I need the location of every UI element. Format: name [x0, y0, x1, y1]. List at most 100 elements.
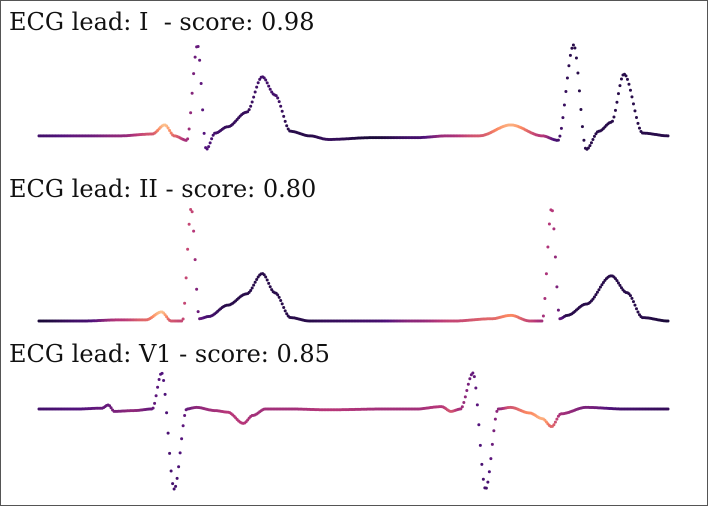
ecg-sample-point	[588, 144, 592, 148]
ecg-sample-point	[618, 84, 622, 88]
lead-title-ii: ECG lead: II - score: 0.80	[9, 175, 317, 203]
ecg-trace-lead-i	[37, 43, 670, 151]
ecg-sample-point	[168, 451, 172, 455]
ecg-sample-point	[612, 115, 616, 119]
ecg-sample-point	[634, 115, 638, 119]
ecg-sample-point	[175, 476, 179, 480]
ecg-sample-point	[249, 104, 253, 108]
ecg-sample-point	[592, 134, 596, 138]
ecg-sample-point	[636, 310, 640, 314]
ecg-sample-point	[253, 280, 257, 284]
ecg-sample-point	[165, 315, 169, 319]
ecg-sample-point	[495, 409, 499, 413]
ecg-sample-point	[624, 74, 628, 78]
ecg-sample-point	[202, 131, 206, 135]
ecg-sample-point	[601, 280, 605, 284]
ecg-sample-point	[201, 108, 205, 112]
ecg-sample-point	[630, 95, 634, 99]
ecg-sample-point	[570, 46, 574, 50]
ecg-sample-point	[246, 110, 250, 114]
ecg-sample-point	[478, 443, 482, 447]
ecg-sample-point	[619, 286, 623, 290]
ecg-sample-point	[565, 76, 569, 80]
ecg-sample-point	[591, 137, 595, 141]
ecg-sample-point	[636, 121, 640, 125]
ecg-sample-point	[544, 272, 548, 276]
ecg-sample-point	[477, 423, 481, 427]
ecg-sample-point	[256, 81, 260, 85]
ecg-sample-point	[631, 102, 635, 106]
ecg-sample-point	[262, 273, 266, 277]
ecg-sample-point	[465, 388, 469, 392]
ecg-sample-point	[156, 385, 160, 389]
ecg-sample-point	[468, 377, 472, 381]
ecg-sample-point	[177, 465, 181, 469]
ecg-sample-point	[189, 111, 193, 115]
ecg-sample-point	[166, 126, 170, 130]
ecg-sample-point	[162, 378, 166, 382]
ecg-sample-point	[579, 107, 583, 111]
ecg-sample-point	[207, 145, 211, 149]
ecg-sample-point	[615, 100, 619, 104]
ecg-sample-point	[285, 124, 289, 128]
ecg-sample-point	[475, 403, 479, 407]
ecg-sample-point	[547, 222, 551, 226]
ecg-sample-point	[594, 293, 598, 297]
ecg-sample-point	[252, 283, 256, 287]
ecg-sample-point	[487, 470, 491, 474]
ecg-sample-point	[597, 288, 601, 292]
ecg-sample-point	[543, 297, 547, 300]
ecg-sample-point	[598, 285, 602, 289]
ecg-sample-point	[627, 82, 631, 86]
ecg-sample-point	[181, 317, 185, 321]
ecg-sample-point	[613, 277, 617, 281]
ecg-sample-point	[552, 423, 556, 427]
ecg-sample-point	[573, 46, 577, 50]
ecg-sample-point	[249, 288, 253, 292]
ecg-sample-point	[268, 87, 272, 91]
ecg-sample-point	[580, 125, 584, 129]
ecg-sample-point	[186, 247, 190, 251]
ecg-sample-point	[255, 85, 259, 89]
ecg-sample-point	[591, 297, 595, 301]
ecg-sample-point	[577, 89, 581, 93]
ecg-sample-point	[165, 411, 169, 415]
ecg-sample-point	[600, 283, 604, 287]
lead-title-i: ECG lead: I - score: 0.98	[9, 8, 315, 36]
ecg-sample-point	[589, 141, 593, 145]
ecg-sample-point	[267, 281, 271, 285]
ecg-sample-point	[633, 303, 637, 307]
ecg-sample-point	[552, 227, 556, 231]
ecg-sample-point	[561, 116, 565, 120]
ecg-sample-point	[186, 137, 190, 141]
ecg-sample-point	[192, 72, 196, 76]
ecg-sample-point	[630, 296, 634, 300]
ecg-sample-point	[550, 209, 554, 213]
ecg-sample-point	[264, 78, 268, 82]
ecg-sample-point	[631, 300, 635, 304]
ecg-sample-point	[151, 406, 155, 410]
ecg-sample-point	[540, 319, 544, 323]
ecg-sample-point	[489, 457, 493, 461]
ecg-sample-point	[555, 285, 559, 289]
ecg-sample-point	[484, 486, 488, 490]
ecg-sample-point	[163, 313, 167, 317]
ecg-sample-point	[174, 484, 178, 488]
ecg-sample-point	[610, 119, 614, 123]
ecg-sample-point	[460, 405, 464, 409]
ecg-sample-point	[492, 429, 496, 433]
ecg-sample-point	[279, 298, 283, 302]
ecg-sample-point	[595, 290, 599, 294]
ecg-sample-point	[187, 222, 191, 226]
ecg-sample-point	[562, 103, 566, 107]
ecg-sample-point	[190, 210, 194, 214]
ecg-sample-point	[633, 109, 637, 113]
ecg-sample-point	[183, 413, 187, 417]
ecg-sample-point	[205, 147, 209, 151]
ecg-sample-point	[262, 76, 266, 80]
ecg-sample-point	[555, 417, 559, 421]
ecg-sample-point	[181, 424, 185, 428]
ecg-sample-point	[265, 278, 269, 282]
